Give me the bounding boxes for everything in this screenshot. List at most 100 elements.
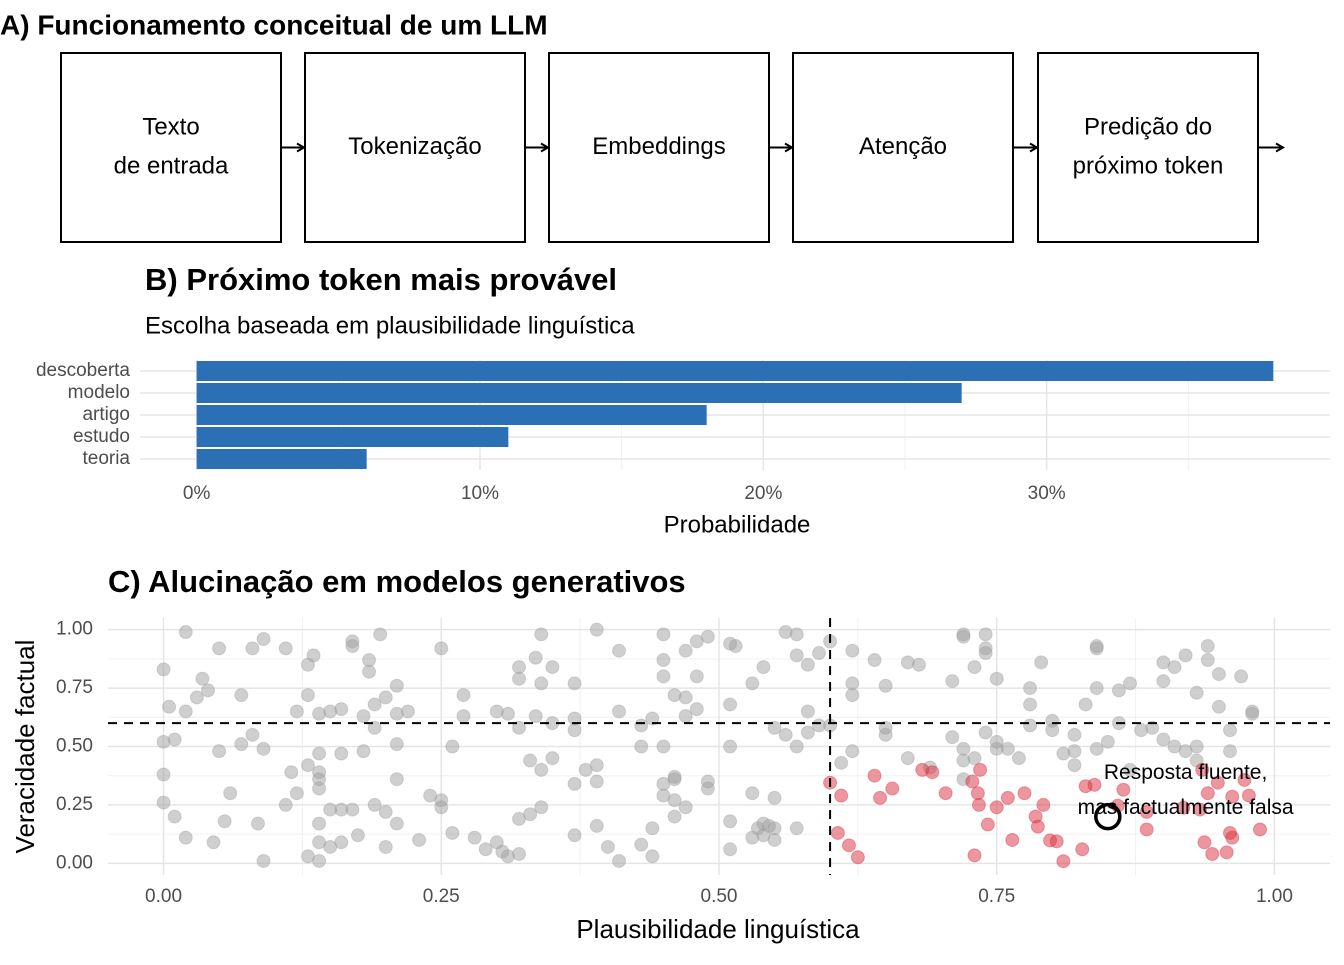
point — [767, 720, 782, 735]
point — [156, 767, 171, 782]
point — [745, 830, 760, 845]
point — [978, 725, 993, 740]
point — [1036, 797, 1051, 812]
point — [456, 709, 471, 724]
point — [1241, 788, 1256, 803]
point — [467, 830, 482, 845]
point — [523, 753, 538, 768]
point — [612, 643, 627, 658]
point — [589, 818, 604, 833]
x-tick-label: 0.00 — [145, 886, 182, 907]
point — [523, 807, 538, 822]
point — [512, 660, 527, 675]
point — [830, 825, 845, 840]
point — [878, 678, 893, 693]
point — [1189, 739, 1204, 754]
point — [256, 632, 271, 647]
x-tick-label: 1.00 — [1256, 886, 1293, 907]
point — [834, 788, 849, 803]
point — [1167, 739, 1182, 754]
point — [217, 814, 232, 829]
point — [1189, 685, 1204, 700]
point — [1193, 802, 1208, 817]
point — [911, 657, 926, 672]
point — [312, 746, 327, 761]
point — [167, 809, 182, 824]
point — [350, 828, 365, 843]
point — [1195, 762, 1210, 777]
point — [700, 629, 715, 644]
point — [723, 842, 738, 857]
box-label: Embeddings — [592, 133, 725, 160]
point — [1123, 762, 1138, 777]
point — [1210, 775, 1225, 790]
point — [389, 737, 404, 752]
point — [789, 627, 804, 642]
panel-a-title: A) Funcionamento conceitual de um LLM — [0, 9, 548, 40]
point — [256, 853, 271, 868]
x-tick-label: 0.75 — [978, 886, 1015, 907]
point — [1205, 846, 1220, 861]
point — [600, 839, 615, 854]
point — [156, 795, 171, 810]
point — [634, 718, 649, 733]
point — [1000, 790, 1015, 805]
point — [312, 853, 327, 868]
point — [980, 817, 995, 832]
point — [245, 641, 260, 656]
point — [723, 814, 738, 829]
point — [1075, 842, 1090, 857]
x-tick-label: 0% — [183, 483, 211, 504]
point — [534, 800, 549, 815]
point — [970, 786, 985, 801]
point — [1225, 830, 1240, 845]
point — [378, 804, 393, 819]
point — [567, 723, 582, 738]
point — [223, 786, 238, 801]
point — [1123, 676, 1138, 691]
point — [789, 821, 804, 836]
point — [967, 848, 982, 863]
point — [945, 674, 960, 689]
chart-subtitle: Escolha baseada em plausibilidade linguí… — [145, 312, 635, 339]
annotation: mas factualmente falsa — [1078, 796, 1294, 819]
point — [612, 704, 627, 719]
y-tick-label: 0.75 — [56, 677, 93, 698]
point — [378, 690, 393, 705]
point — [423, 788, 438, 803]
point — [334, 746, 349, 761]
point — [289, 704, 304, 719]
process-box — [60, 52, 282, 243]
point — [656, 669, 671, 684]
point — [345, 802, 360, 817]
point — [567, 776, 582, 791]
point — [778, 727, 793, 742]
point — [1056, 854, 1071, 869]
point — [656, 627, 671, 642]
point — [250, 816, 265, 831]
point — [925, 765, 940, 780]
y-tick-label: 0.00 — [56, 852, 93, 873]
point — [1067, 758, 1082, 773]
point — [800, 657, 815, 672]
point — [645, 821, 660, 836]
point — [1178, 648, 1193, 663]
point — [745, 786, 760, 801]
point — [956, 741, 971, 756]
point — [1223, 723, 1238, 738]
point — [689, 669, 704, 684]
point — [434, 800, 449, 815]
point — [878, 727, 893, 742]
point — [1200, 653, 1215, 668]
point — [867, 768, 882, 783]
point — [578, 762, 593, 777]
y-axis-title: Veracidade factual — [10, 640, 40, 854]
point — [400, 704, 415, 719]
bar — [196, 361, 1274, 381]
point — [767, 821, 782, 836]
point — [756, 660, 771, 675]
point — [1089, 639, 1104, 654]
y-tick-label: estudo — [73, 426, 130, 447]
point — [767, 790, 782, 805]
